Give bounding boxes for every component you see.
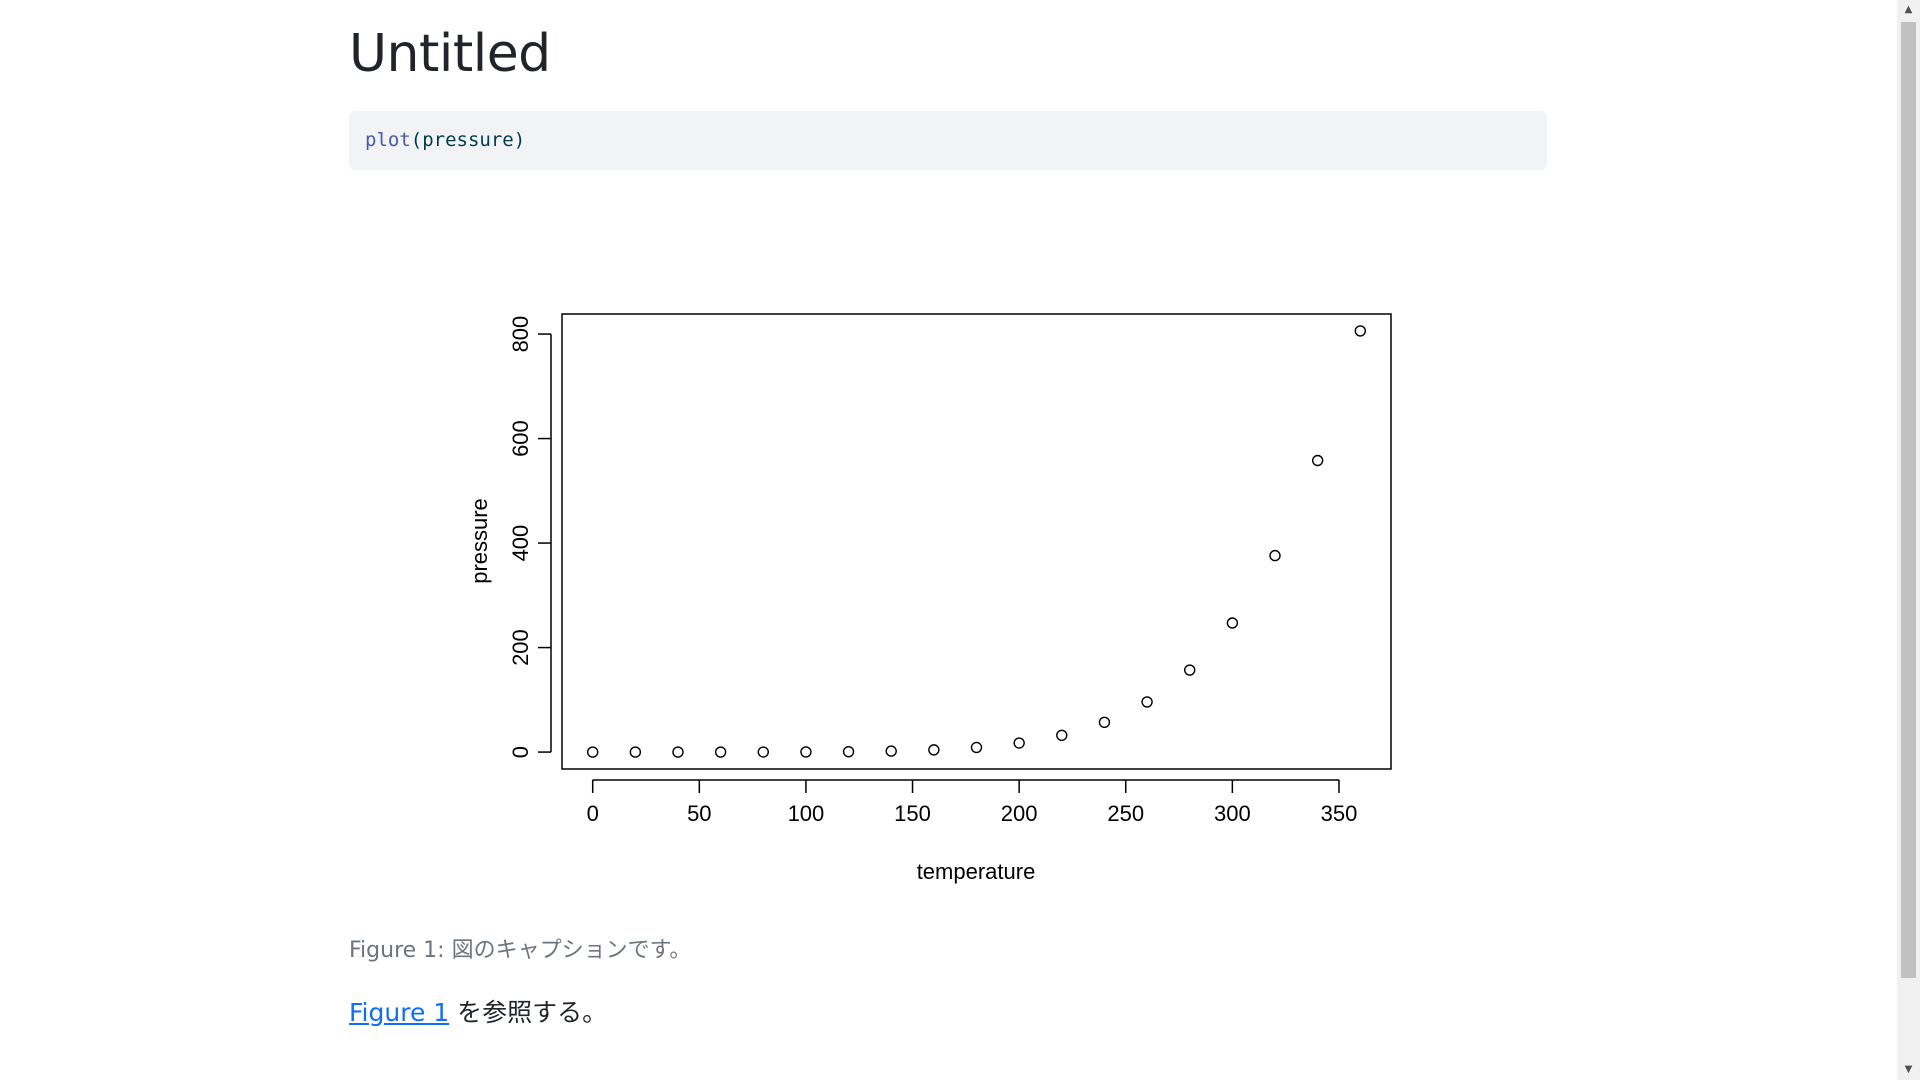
figure-caption: Figure 1: 図のキャプションです。	[349, 938, 692, 963]
scroll-down-arrow-icon[interactable]: ▼	[1904, 1064, 1913, 1075]
x-tick-label: 0	[587, 801, 599, 826]
data-point	[1098, 716, 1111, 728]
y-tick-label: 0	[508, 746, 533, 758]
data-point	[1013, 737, 1025, 749]
x-tick-label: 200	[1001, 801, 1038, 826]
x-axis-label: temperature	[917, 859, 1036, 884]
x-tick-label: 350	[1321, 801, 1358, 826]
data-point	[629, 746, 642, 758]
data-point	[970, 741, 983, 754]
figure-1-link[interactable]: Figure 1	[349, 998, 450, 1027]
x-tick-label: 150	[894, 801, 931, 826]
y-tick-label: 200	[508, 629, 533, 666]
data-point	[1226, 617, 1239, 629]
data-point	[842, 745, 855, 758]
x-tick-label: 100	[788, 801, 825, 826]
data-point	[1311, 454, 1324, 467]
data-point	[1141, 696, 1153, 708]
data-point	[1184, 664, 1196, 676]
page-title: Untitled	[349, 24, 551, 84]
scroll-up-arrow-icon[interactable]: ▲	[1904, 4, 1913, 15]
x-tick-label: 250	[1107, 801, 1144, 826]
code-block[interactable]: plot(pressure)	[349, 111, 1547, 170]
plot-frame	[561, 313, 1392, 770]
y-tick-label: 400	[508, 525, 533, 562]
code-function-args: (pressure)	[410, 129, 526, 151]
x-tick-label: 300	[1214, 801, 1251, 826]
data-points	[587, 325, 1366, 758]
code-function-name: plot	[365, 129, 411, 151]
scrollbar-thumb[interactable]	[1901, 22, 1916, 978]
data-point	[672, 746, 684, 758]
reference-trailing-text: を参照する。	[449, 998, 608, 1027]
data-point	[1354, 325, 1366, 337]
x-axis: 0 50 100 150 200 250 300 350	[587, 779, 1358, 826]
data-point	[885, 745, 897, 757]
data-point	[757, 746, 769, 758]
data-point	[714, 746, 727, 758]
scatter-plot: 0 50 100 150 200 250 300 350 0 200 400 600 800 temp…	[467, 313, 1392, 884]
figure-reference-paragraph: Figure 1 を参照する。	[349, 993, 607, 1029]
y-tick-label: 600	[508, 420, 533, 457]
data-point	[587, 746, 599, 758]
vertical-scrollbar[interactable]: ▲ ▼	[1897, 0, 1920, 1080]
data-point	[1056, 729, 1068, 741]
data-point	[928, 744, 940, 756]
y-axis: 0 200 400 600 800	[508, 316, 552, 758]
y-axis-label: pressure	[467, 498, 492, 584]
data-point	[1269, 549, 1281, 562]
y-tick-label: 800	[508, 316, 533, 353]
data-point	[800, 746, 812, 758]
x-tick-label: 50	[687, 801, 711, 826]
